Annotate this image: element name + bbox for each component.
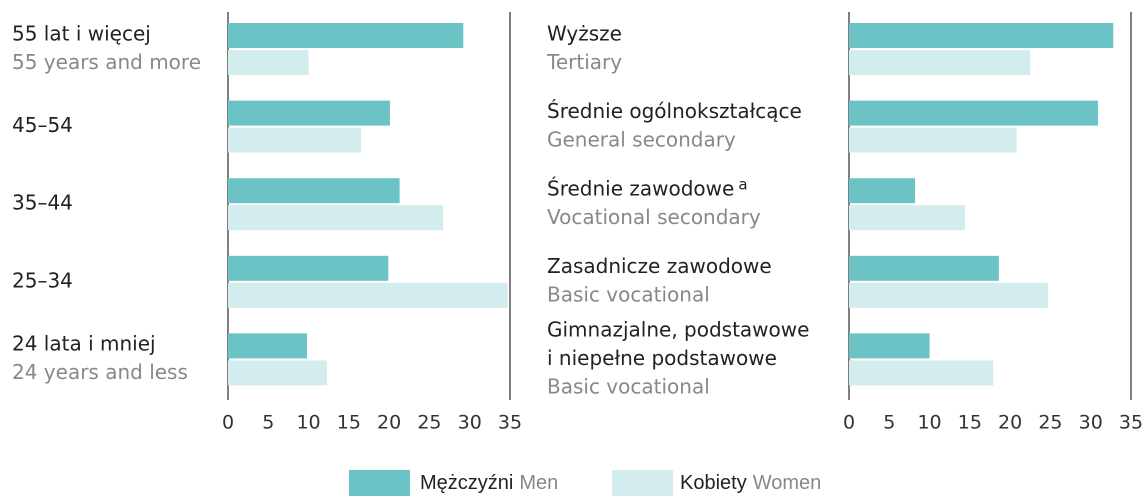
x-tick-label: 5: [883, 412, 895, 434]
x-tick-label: 30: [1079, 412, 1103, 434]
category-label: 24 years and less: [12, 360, 188, 384]
x-tick-label: 25: [417, 412, 441, 434]
bar: [228, 255, 389, 281]
category-label: Vocational secondary: [547, 205, 761, 229]
bar: [849, 360, 994, 386]
bar: [228, 282, 508, 308]
category-label: General secondary: [547, 127, 736, 151]
category-label: Zasadnicze zawodowe: [547, 254, 772, 278]
legend-name-en: Men: [519, 472, 558, 494]
legend-name: Kobiety: [680, 472, 747, 494]
legend-swatch: [349, 470, 410, 496]
category-label: i niepełne podstawowe: [547, 346, 777, 370]
bar: [849, 100, 1098, 126]
bar: [228, 23, 464, 48]
category-label: Gimnazjalne, podstawowe: [547, 317, 809, 341]
category-label: Średnie zawodowe: [547, 176, 734, 200]
x-tick-label: 35: [498, 412, 522, 434]
x-tick-label: 10: [296, 412, 320, 434]
category-label: Basic vocational: [547, 283, 710, 307]
x-tick-label: 30: [458, 412, 482, 434]
x-tick-label: 25: [1038, 412, 1062, 434]
category-label: Tertiary: [546, 50, 622, 74]
category-label: 55 years and more: [12, 50, 201, 74]
x-tick-label: 0: [222, 412, 234, 434]
category-label: 35–44: [12, 191, 73, 215]
legend-label: Kobiety Women: [680, 472, 821, 494]
footnote-marker: a: [738, 176, 747, 194]
bar: [849, 255, 999, 281]
legend-label: Mężczyźni Men: [420, 472, 558, 494]
category-label: 55 lat i więcej: [12, 21, 151, 45]
category-label: Średnie ogólnokształcące: [547, 99, 802, 123]
category-label: 24 lata i mniej: [12, 332, 156, 356]
category-label: 25–34: [12, 268, 73, 292]
legend-swatch: [612, 470, 673, 496]
x-tick-label: 20: [998, 412, 1022, 434]
bar: [228, 205, 444, 231]
category-label: 45–54: [12, 113, 73, 137]
bar: [849, 23, 1114, 48]
x-tick-label: 5: [262, 412, 274, 434]
bar: [849, 333, 930, 359]
x-tick-label: 15: [958, 412, 982, 434]
category-label: Basic vocational: [547, 374, 710, 398]
x-tick-label: 20: [377, 412, 401, 434]
category-label: Wyższe: [547, 21, 622, 45]
bar: [849, 282, 1049, 308]
bar: [228, 50, 309, 75]
bar: [849, 205, 966, 231]
bar: [849, 50, 1031, 75]
bar: [228, 360, 328, 386]
x-tick-label: 15: [337, 412, 361, 434]
x-tick-label: 35: [1119, 412, 1143, 434]
x-tick-label: 0: [843, 412, 855, 434]
bar: [228, 100, 390, 126]
bar: [228, 127, 361, 153]
x-tick-label: 10: [917, 412, 941, 434]
bar: [849, 127, 1017, 153]
bar: [228, 178, 400, 204]
bar: [228, 333, 307, 359]
legend-name-en: Women: [753, 472, 822, 494]
bar: [849, 178, 916, 204]
legend-name: Mężczyźni: [420, 472, 513, 494]
